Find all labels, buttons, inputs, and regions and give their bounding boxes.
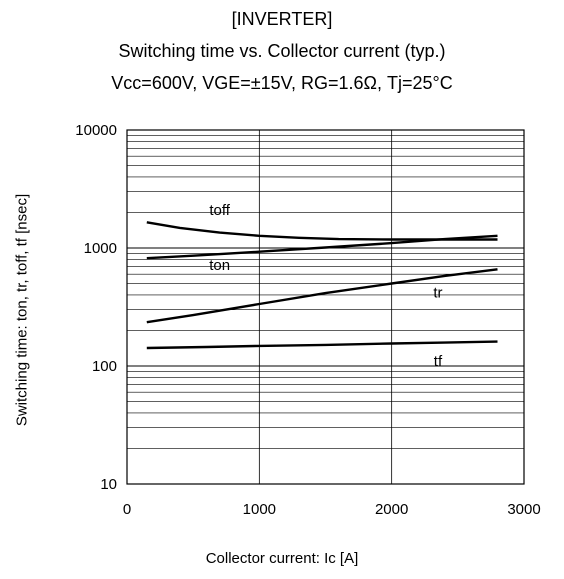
series-line-ton: [146, 234, 498, 260]
x-tick-label: 0: [123, 501, 131, 518]
plot-frame: [126, 129, 525, 485]
chart-title-line-3: Vcc=600V, VGE=±15V, RG=1.6Ω, Tj=25°C: [111, 73, 453, 93]
series-line-tf: [146, 340, 498, 350]
y-tick-label: 10000: [75, 122, 117, 139]
chart-title-line-2: Switching time vs. Collector current (ty…: [118, 41, 446, 61]
y-tick-label: 10: [100, 476, 117, 493]
series-line-toff: [146, 221, 498, 241]
chart-title-line-1: [INVERTER]: [231, 9, 333, 29]
x-tick-label: 3000: [507, 501, 540, 518]
series-label-tr: tr: [433, 285, 442, 302]
y-tick-label: 1000: [84, 240, 117, 257]
series-line-tr: [146, 268, 498, 324]
series-label-toff: toff: [209, 202, 230, 219]
y-tick-label: 100: [92, 358, 117, 375]
x-axis-label: Collector current: Ic [A]: [205, 550, 359, 567]
x-tick-label: 1000: [243, 501, 276, 518]
x-tick-label: 2000: [375, 501, 408, 518]
series-label-tf: tf: [434, 353, 443, 370]
series-label-ton: ton: [209, 257, 230, 274]
y-axis-label: Switching time: ton, tr, toff, tf [nsec]: [13, 193, 31, 427]
